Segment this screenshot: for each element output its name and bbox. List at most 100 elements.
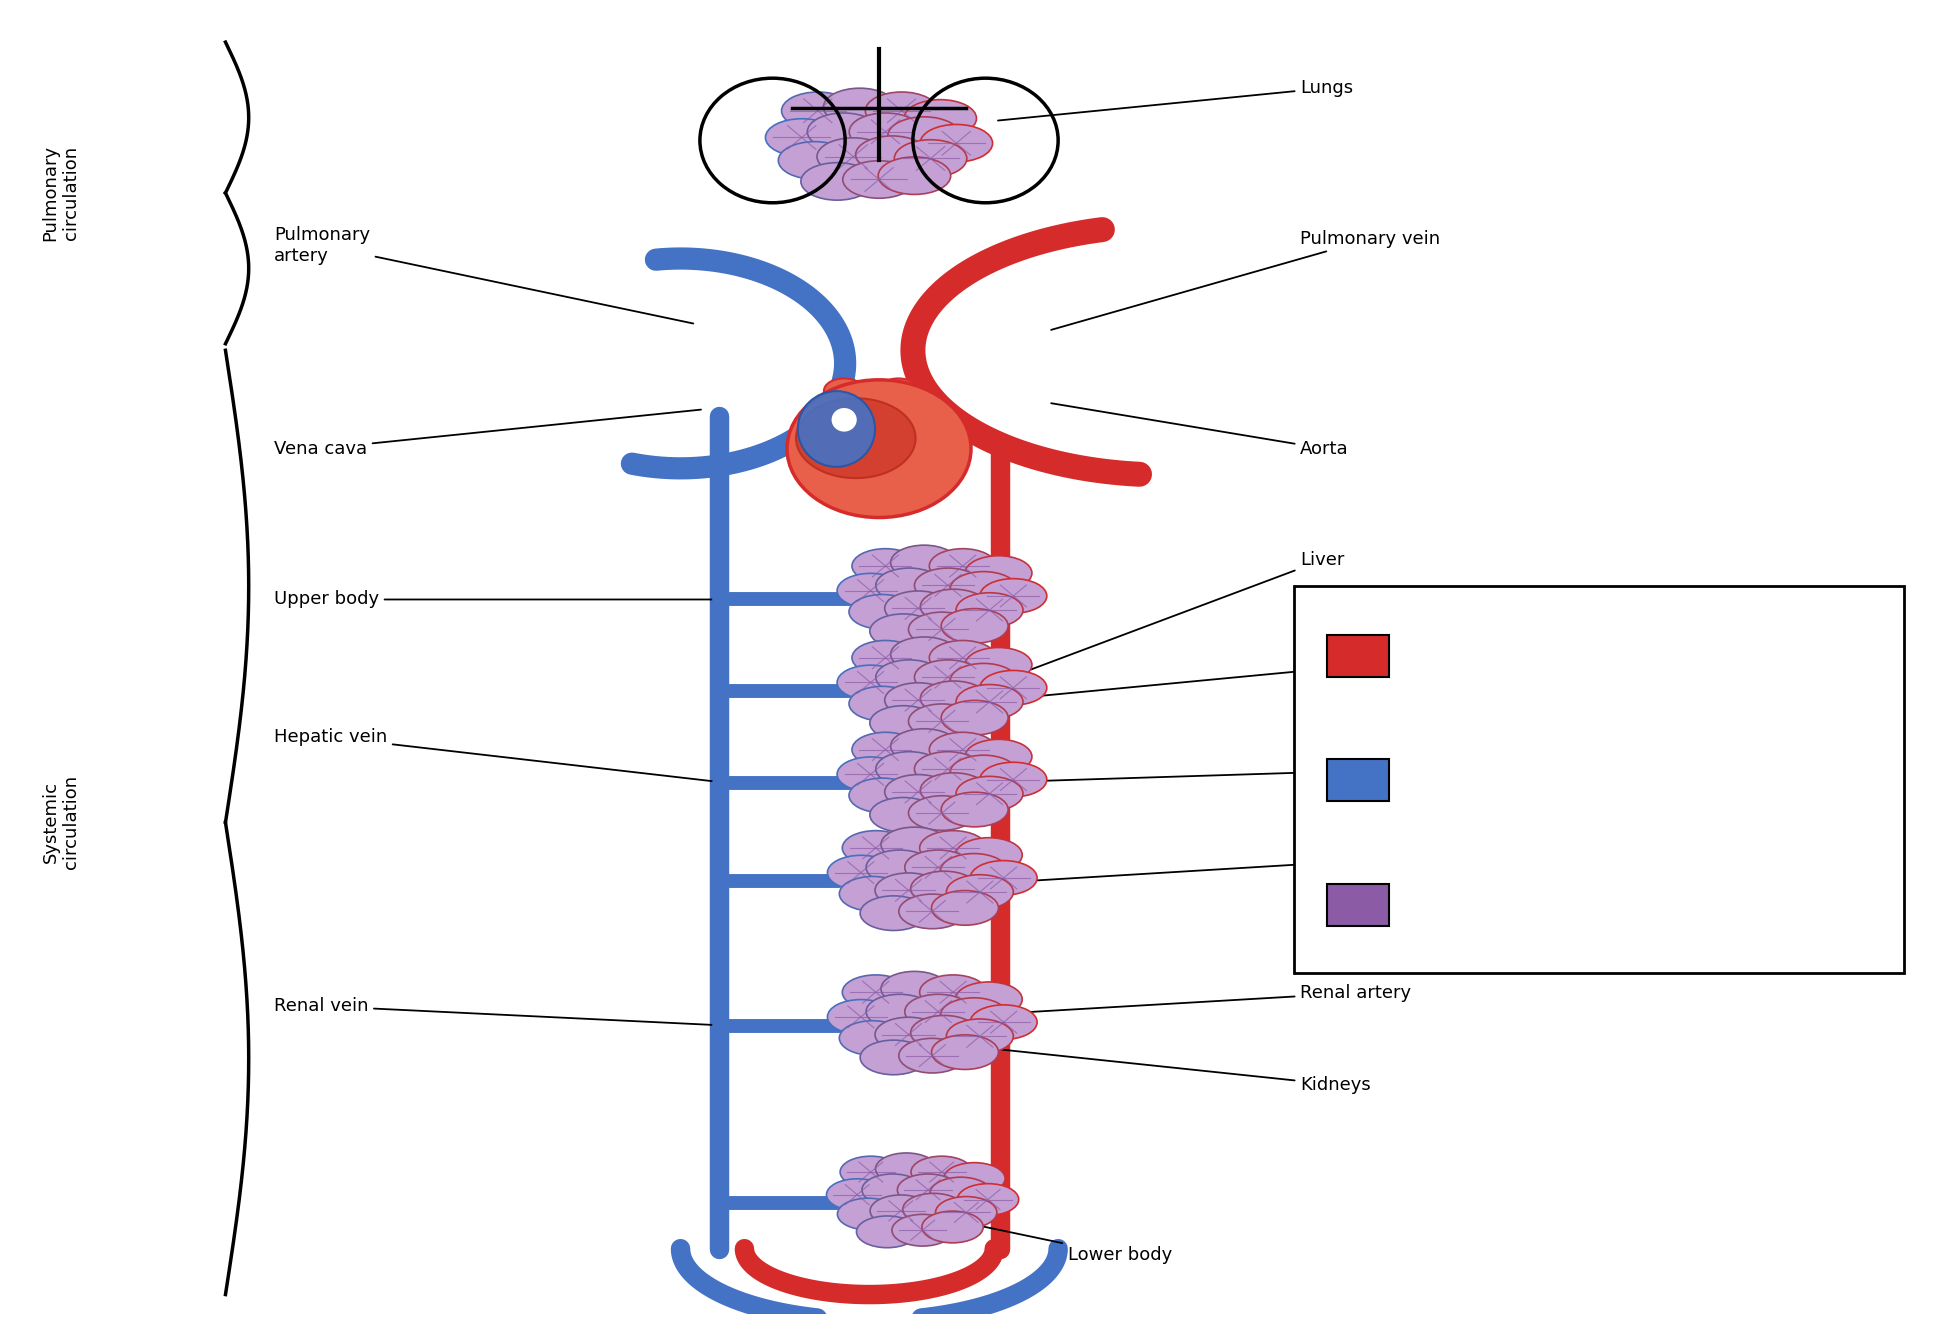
Ellipse shape: [955, 593, 1023, 627]
Ellipse shape: [837, 573, 905, 608]
Ellipse shape: [787, 379, 971, 518]
Ellipse shape: [942, 793, 1008, 827]
Text: Pulmonary
circulation: Pulmonary circulation: [41, 145, 80, 241]
Text: Upper body: Upper body: [274, 590, 726, 608]
Ellipse shape: [876, 568, 942, 603]
Ellipse shape: [891, 1214, 954, 1246]
Ellipse shape: [853, 640, 919, 676]
Ellipse shape: [837, 757, 905, 792]
Ellipse shape: [921, 975, 987, 1010]
Ellipse shape: [905, 849, 971, 885]
Ellipse shape: [921, 589, 987, 624]
Text: Hepatic portal vein: Hepatic portal vein: [973, 761, 1472, 784]
Text: Renal vein: Renal vein: [274, 997, 726, 1026]
FancyBboxPatch shape: [1326, 760, 1389, 802]
Ellipse shape: [849, 113, 922, 150]
Ellipse shape: [882, 827, 948, 861]
Ellipse shape: [870, 706, 936, 740]
Text: Aorta: Aorta: [1051, 403, 1350, 458]
Ellipse shape: [878, 378, 919, 403]
Ellipse shape: [911, 1156, 973, 1188]
Ellipse shape: [950, 664, 1018, 698]
Text: Renal artery: Renal artery: [1021, 984, 1412, 1013]
Ellipse shape: [911, 1015, 977, 1050]
Ellipse shape: [965, 556, 1031, 590]
Ellipse shape: [870, 614, 936, 648]
Ellipse shape: [843, 161, 915, 199]
FancyBboxPatch shape: [1326, 635, 1389, 677]
Ellipse shape: [856, 1216, 919, 1247]
Ellipse shape: [909, 612, 975, 647]
Ellipse shape: [897, 1173, 959, 1205]
Ellipse shape: [891, 545, 957, 579]
Ellipse shape: [765, 119, 837, 157]
Ellipse shape: [849, 778, 917, 813]
Ellipse shape: [971, 860, 1037, 896]
Ellipse shape: [831, 408, 856, 432]
Ellipse shape: [781, 92, 854, 129]
Ellipse shape: [955, 685, 1023, 719]
Ellipse shape: [932, 1035, 998, 1069]
Text: Systemic
circulation: Systemic circulation: [41, 776, 80, 869]
Ellipse shape: [922, 1212, 983, 1243]
Ellipse shape: [981, 763, 1047, 797]
Ellipse shape: [876, 752, 942, 786]
Ellipse shape: [950, 755, 1018, 790]
Ellipse shape: [800, 163, 874, 200]
Ellipse shape: [866, 849, 932, 885]
Ellipse shape: [839, 877, 907, 911]
Ellipse shape: [899, 1038, 965, 1073]
Ellipse shape: [932, 890, 998, 926]
Ellipse shape: [936, 1197, 996, 1229]
Text: Lungs: Lungs: [998, 79, 1354, 121]
Ellipse shape: [895, 140, 967, 178]
Ellipse shape: [981, 578, 1047, 614]
Ellipse shape: [886, 774, 952, 809]
Text: Lower body: Lower body: [934, 1217, 1173, 1264]
Ellipse shape: [940, 998, 1008, 1033]
FancyBboxPatch shape: [1295, 586, 1905, 973]
Ellipse shape: [915, 660, 981, 694]
Ellipse shape: [856, 136, 928, 174]
Ellipse shape: [921, 831, 987, 865]
Ellipse shape: [849, 594, 917, 630]
Ellipse shape: [955, 838, 1021, 872]
Text: Liver: Liver: [992, 551, 1344, 684]
Ellipse shape: [798, 391, 876, 466]
Ellipse shape: [909, 705, 975, 739]
Ellipse shape: [876, 1152, 936, 1185]
Text: Hepatic vein: Hepatic vein: [274, 728, 726, 782]
Ellipse shape: [930, 640, 996, 676]
Ellipse shape: [965, 648, 1031, 682]
Ellipse shape: [853, 732, 919, 766]
Ellipse shape: [905, 994, 971, 1029]
Ellipse shape: [903, 100, 977, 137]
Ellipse shape: [965, 739, 1031, 774]
Ellipse shape: [981, 670, 1047, 705]
Ellipse shape: [870, 1195, 932, 1226]
Ellipse shape: [891, 637, 957, 672]
Ellipse shape: [808, 113, 880, 150]
Text: Pulmonary vein: Pulmonary vein: [1051, 230, 1441, 329]
Ellipse shape: [827, 1000, 895, 1034]
Ellipse shape: [818, 138, 889, 175]
Text: Stomach,
intestines: Stomach, intestines: [1021, 843, 1389, 881]
Text: Vessels transporting
deoxygenated blood: Vessels transporting deoxygenated blood: [1416, 761, 1587, 799]
Ellipse shape: [849, 686, 917, 720]
Text: Kidneys: Kidneys: [963, 1046, 1371, 1093]
Ellipse shape: [950, 572, 1018, 606]
Ellipse shape: [866, 92, 938, 129]
Ellipse shape: [971, 1005, 1037, 1039]
Ellipse shape: [870, 798, 936, 832]
Ellipse shape: [843, 975, 909, 1010]
Ellipse shape: [860, 1040, 926, 1075]
Text: Vessels involved in
gas excange: Vessels involved in gas excange: [1416, 885, 1573, 925]
Ellipse shape: [878, 157, 952, 195]
Ellipse shape: [944, 1163, 1006, 1195]
Ellipse shape: [796, 398, 915, 478]
Ellipse shape: [915, 752, 981, 786]
Ellipse shape: [860, 896, 926, 931]
Ellipse shape: [876, 660, 942, 694]
Ellipse shape: [930, 549, 996, 583]
Ellipse shape: [837, 665, 905, 699]
